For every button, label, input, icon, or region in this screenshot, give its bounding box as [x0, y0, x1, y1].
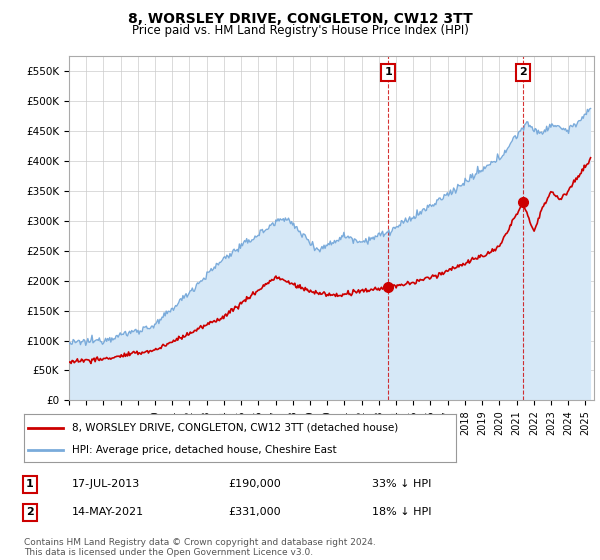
Text: 1: 1 [384, 67, 392, 77]
Text: 2: 2 [519, 67, 527, 77]
Text: HPI: Average price, detached house, Cheshire East: HPI: Average price, detached house, Ches… [71, 445, 336, 455]
Text: Contains HM Land Registry data © Crown copyright and database right 2024.
This d: Contains HM Land Registry data © Crown c… [24, 538, 376, 557]
Text: 14-MAY-2021: 14-MAY-2021 [72, 507, 144, 517]
Text: 8, WORSLEY DRIVE, CONGLETON, CW12 3TT: 8, WORSLEY DRIVE, CONGLETON, CW12 3TT [128, 12, 472, 26]
Text: 33% ↓ HPI: 33% ↓ HPI [372, 479, 431, 489]
Text: 8, WORSLEY DRIVE, CONGLETON, CW12 3TT (detached house): 8, WORSLEY DRIVE, CONGLETON, CW12 3TT (d… [71, 423, 398, 433]
Text: 2: 2 [26, 507, 34, 517]
Text: 17-JUL-2013: 17-JUL-2013 [72, 479, 140, 489]
Text: 18% ↓ HPI: 18% ↓ HPI [372, 507, 431, 517]
Text: £331,000: £331,000 [228, 507, 281, 517]
Text: 1: 1 [26, 479, 34, 489]
Text: Price paid vs. HM Land Registry's House Price Index (HPI): Price paid vs. HM Land Registry's House … [131, 24, 469, 36]
Text: £190,000: £190,000 [228, 479, 281, 489]
